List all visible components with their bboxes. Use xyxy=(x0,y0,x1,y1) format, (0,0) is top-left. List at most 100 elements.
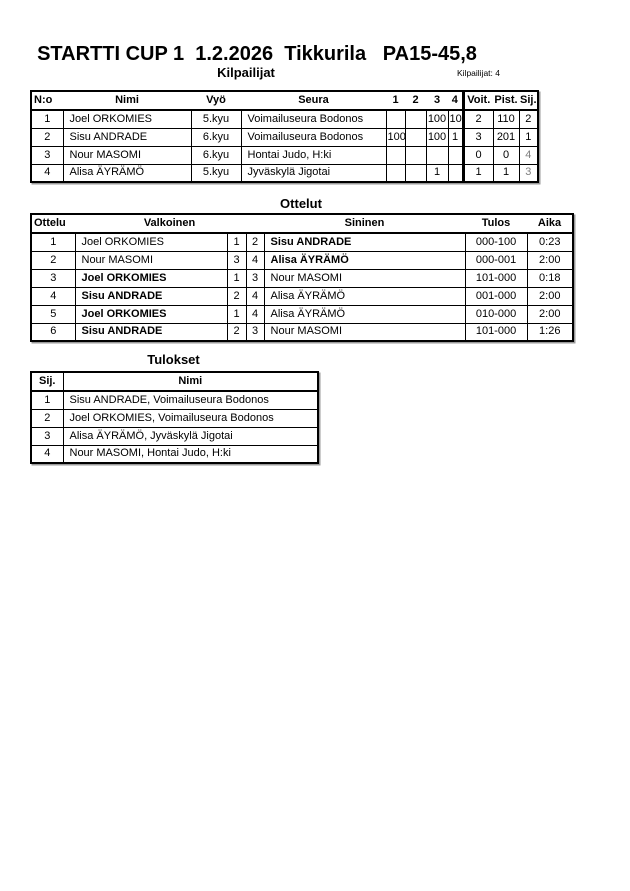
match-row: 3 Joel ORKOMIES 1 3 Nour MASOMI 101-000 … xyxy=(30,268,574,288)
result-row: 1 Sisu ANDRADE, Voimailuseura Bodonos xyxy=(30,390,319,410)
white-fighter-name: Joel ORKOMIES xyxy=(74,268,228,288)
match-time: 2:00 xyxy=(526,304,574,324)
col-header-place: Sij. xyxy=(31,372,64,392)
results-header-row: Sij. Nimi xyxy=(31,372,318,392)
competitor-name: Joel ORKOMIES xyxy=(62,109,192,129)
match1-score xyxy=(385,145,406,165)
white-fighter-number: 2 xyxy=(226,286,247,306)
white-fighter-name: Joel ORKOMIES xyxy=(74,232,228,252)
match-time: 1:26 xyxy=(526,322,574,342)
match3-score: 100 xyxy=(425,127,449,147)
result-name: Alisa ÄYRÄMÖ, Jyväskylä Jigotai xyxy=(62,426,319,446)
match-number: 3 xyxy=(30,268,76,288)
white-fighter-number: 1 xyxy=(226,304,247,324)
blue-fighter-number: 3 xyxy=(245,268,265,288)
col-header-wins: Voit. xyxy=(461,91,493,111)
white-fighter-name: Nour MASOMI xyxy=(74,250,228,270)
col-header-blue: Sininen xyxy=(264,214,466,234)
competitor-place: 3 xyxy=(518,163,539,183)
match-row: 1 Joel ORKOMIES 1 2 Sisu ANDRADE 000-100… xyxy=(30,232,574,252)
section-title-matches: Ottelut xyxy=(280,196,322,211)
match-result: 000-001 xyxy=(464,250,528,270)
results-table: Sij. Nimi 1 Sisu ANDRADE, Voimailuseura … xyxy=(30,371,319,464)
competitor-points: 110 xyxy=(492,109,520,129)
blue-fighter-number: 2 xyxy=(245,232,265,252)
white-fighter-name: Sisu ANDRADE xyxy=(74,322,228,342)
competitor-club: Hontai Judo, H:ki xyxy=(240,145,387,165)
result-place: 1 xyxy=(30,390,64,410)
competitor-club: Voimailuseura Bodonos xyxy=(240,109,387,129)
competitor-points: 201 xyxy=(492,127,520,147)
match1-score: 100 xyxy=(385,127,406,147)
col-header-name: Nimi xyxy=(63,91,191,111)
competitor-row: 3 Nour MASOMI 6.kyu Hontai Judo, H:ki 0 … xyxy=(30,145,539,165)
blue-fighter-number: 4 xyxy=(245,286,265,306)
blue-fighter-number: 4 xyxy=(245,250,265,270)
col-header-match-number: Ottelu xyxy=(31,214,75,234)
blue-fighter-name: Nour MASOMI xyxy=(263,322,466,342)
competitor-place: 4 xyxy=(518,145,539,165)
competitor-row: 4 Alisa ÄYRÄMÖ 5.kyu Jyväskylä Jigotai 1… xyxy=(30,163,539,183)
result-place: 2 xyxy=(30,408,64,428)
match-row: 4 Sisu ANDRADE 2 4 Alisa ÄYRÄMÖ 001-000 … xyxy=(30,286,574,306)
col-header-result: Tulos xyxy=(465,214,528,234)
col-header-place: Sij. xyxy=(519,91,538,111)
col-header-match1: 1 xyxy=(386,91,405,111)
competitor-name: Nour MASOMI xyxy=(62,145,192,165)
match-number: 4 xyxy=(30,286,76,306)
competitors-header-row: N:o Nimi Vyö Seura 1 2 3 4 Voit. Pist. S… xyxy=(31,91,538,111)
match3-score: 100 xyxy=(425,109,449,129)
competitor-number: 1 xyxy=(30,109,64,129)
result-row: 3 Alisa ÄYRÄMÖ, Jyväskylä Jigotai xyxy=(30,426,319,446)
competitor-wins: 1 xyxy=(461,163,494,183)
competitor-name: Alisa ÄYRÄMÖ xyxy=(62,163,192,183)
match3-score: 1 xyxy=(425,163,449,183)
match2-score xyxy=(404,109,427,129)
section-title-competitors: Kilpailijat xyxy=(217,65,275,80)
match-result: 001-000 xyxy=(464,286,528,306)
match-row: 5 Joel ORKOMIES 1 4 Alisa ÄYRÄMÖ 010-000… xyxy=(30,304,574,324)
competitor-row: 1 Joel ORKOMIES 5.kyu Voimailuseura Bodo… xyxy=(30,109,539,129)
match-time: 0:23 xyxy=(526,232,574,252)
matches-header-row: Ottelu Valkoinen Sininen Tulos Aika xyxy=(31,214,574,234)
col-header-name: Nimi xyxy=(63,372,318,392)
white-fighter-name: Joel ORKOMIES xyxy=(74,304,228,324)
competitor-belt: 6.kyu xyxy=(190,127,242,147)
competitor-belt: 5.kyu xyxy=(190,109,242,129)
match-result: 101-000 xyxy=(464,268,528,288)
competitor-row: 2 Sisu ANDRADE 6.kyu Voimailuseura Bodon… xyxy=(30,127,539,147)
match4-score: 10 xyxy=(447,109,464,129)
competitor-wins: 0 xyxy=(461,145,494,165)
white-fighter-number: 1 xyxy=(226,232,247,252)
match-result: 000-100 xyxy=(464,232,528,252)
result-name: Nour MASOMI, Hontai Judo, H:ki xyxy=(62,444,319,464)
competitor-number: 4 xyxy=(30,163,64,183)
match-time: 0:18 xyxy=(526,268,574,288)
competitor-place: 2 xyxy=(518,109,539,129)
blue-fighter-name: Alisa ÄYRÄMÖ xyxy=(263,250,466,270)
page-title: STARTTI CUP 1 1.2.2026 Tikkurila PA15-45… xyxy=(37,43,477,65)
competitor-belt: 5.kyu xyxy=(190,163,242,183)
result-row: 4 Nour MASOMI, Hontai Judo, H:ki xyxy=(30,444,319,464)
match2-score xyxy=(404,127,427,147)
match-number: 5 xyxy=(30,304,76,324)
col-header-time: Aika xyxy=(527,214,574,234)
match4-score xyxy=(447,163,464,183)
white-fighter-number: 1 xyxy=(226,268,247,288)
match-row: 2 Nour MASOMI 3 4 Alisa ÄYRÄMÖ 000-001 2… xyxy=(30,250,574,270)
blue-fighter-name: Alisa ÄYRÄMÖ xyxy=(263,304,466,324)
match4-score xyxy=(447,145,464,165)
section-title-results: Tulokset xyxy=(147,352,200,367)
blue-fighter-name: Nour MASOMI xyxy=(263,268,466,288)
competitor-points: 0 xyxy=(492,145,520,165)
blue-fighter-number: 3 xyxy=(245,322,265,342)
competitor-points: 1 xyxy=(492,163,520,183)
col-header-number: N:o xyxy=(31,91,63,111)
col-header-match2: 2 xyxy=(405,91,426,111)
competitor-wins: 2 xyxy=(461,109,494,129)
match-time: 2:00 xyxy=(526,250,574,270)
col-header-match4: 4 xyxy=(448,91,463,111)
competitor-name: Sisu ANDRADE xyxy=(62,127,192,147)
result-place: 3 xyxy=(30,426,64,446)
